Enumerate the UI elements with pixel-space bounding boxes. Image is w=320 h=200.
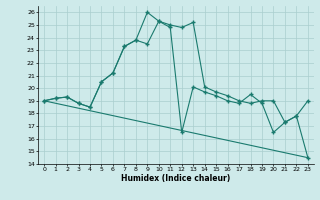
X-axis label: Humidex (Indice chaleur): Humidex (Indice chaleur) (121, 174, 231, 183)
